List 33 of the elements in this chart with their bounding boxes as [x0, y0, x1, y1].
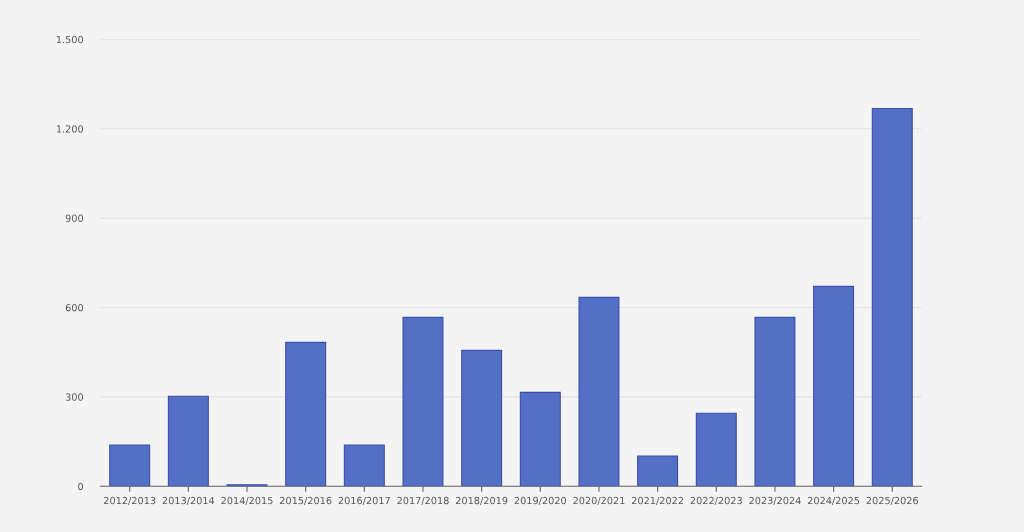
- x-tick-label: 2025/2026: [866, 496, 919, 505]
- x-tick-label: 2015/2016: [280, 496, 332, 505]
- bar: [578, 296, 620, 487]
- x-tick-label: 2016/2017: [338, 496, 390, 505]
- x-tick-label: 2013/2014: [162, 496, 215, 505]
- x-tick-label: 2017/2018: [397, 496, 449, 505]
- bar: [871, 107, 913, 487]
- bar: [813, 285, 855, 487]
- x-tick-label: 2020/2021: [573, 496, 625, 505]
- x-tick-label: 2023/2024: [749, 496, 801, 505]
- x-tick-label: 2014/2015: [221, 496, 273, 505]
- y-tick-label: 600: [65, 303, 84, 312]
- y-tick-label: 300: [65, 393, 84, 401]
- y-tick-label: 1.500: [56, 35, 84, 44]
- bar: [167, 395, 209, 487]
- x-tick-label: 2012/2013: [104, 496, 156, 505]
- y-tick-label: 1.200: [56, 125, 84, 133]
- bar: [754, 316, 796, 487]
- bar: [695, 412, 737, 487]
- x-tick-label: 2022/2023: [690, 496, 742, 505]
- bar: [343, 444, 385, 487]
- y-tick-label: 900: [65, 214, 84, 222]
- x-tick-label: 2021/2022: [631, 496, 684, 505]
- x-tick-label: 2018/2019: [455, 496, 508, 505]
- bar: [519, 391, 561, 487]
- bar: [109, 444, 151, 487]
- y-tick-label: 0: [78, 482, 84, 491]
- bar: [637, 455, 679, 487]
- bar: [402, 316, 444, 487]
- bar: [285, 341, 327, 487]
- bar: [461, 349, 503, 487]
- x-tick-label: 2019/2020: [514, 496, 567, 505]
- x-tick-label: 2024/2025: [807, 496, 860, 505]
